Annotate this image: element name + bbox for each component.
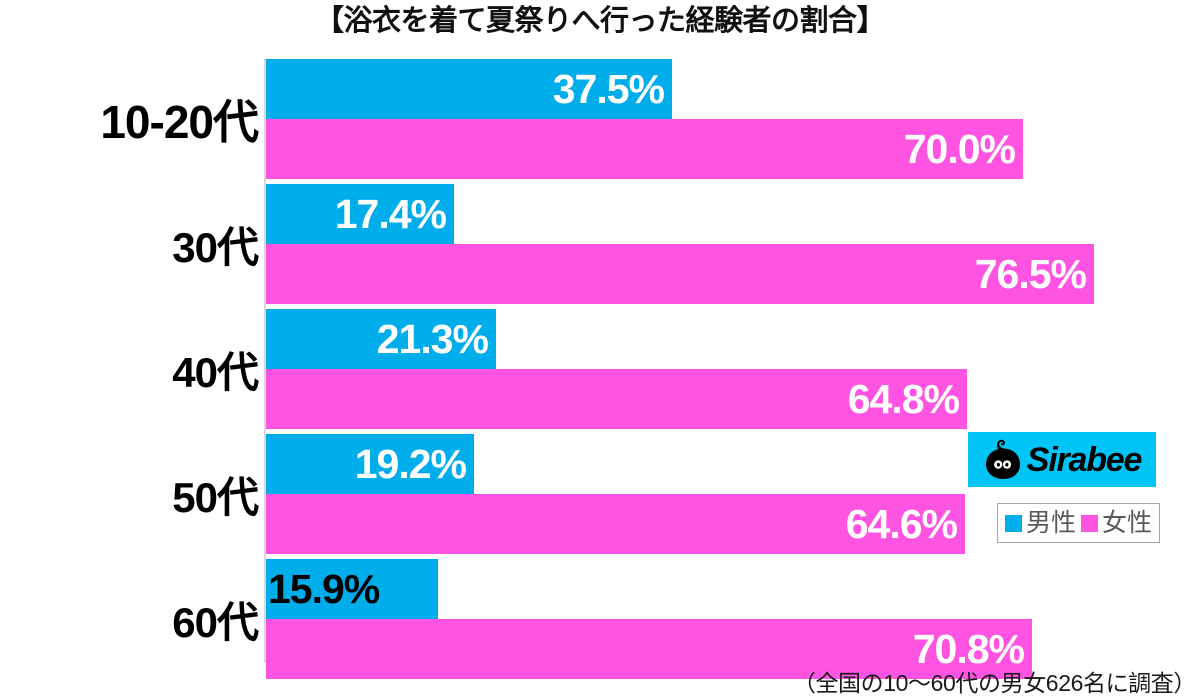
- plot-area: 10-20代 37.5% 70.0% 30代 17.4% 76.5% 40代 2…: [0, 55, 1200, 679]
- bar-male[interactable]: 17.4%: [266, 184, 454, 244]
- bar-male[interactable]: 37.5%: [266, 59, 672, 119]
- survey-footnote: （全国の10〜60代の男女626名に調査）: [792, 670, 1197, 696]
- bar-female[interactable]: 64.8%: [266, 369, 967, 429]
- bar-female[interactable]: 70.8%: [266, 619, 1032, 679]
- y-axis-line: [264, 59, 266, 663]
- chart-legend: 男性 女性: [997, 503, 1161, 543]
- bar-group: 60代 15.9% 70.8%: [0, 559, 1200, 679]
- bar-value-male: 37.5%: [552, 66, 665, 112]
- bar-fill-male: [266, 59, 672, 119]
- bar-fill-female: [266, 369, 967, 429]
- sirabee-bird-icon: [983, 439, 1023, 481]
- bar-value-female: 70.0%: [903, 126, 1016, 172]
- bar-fill-female: [266, 119, 1023, 179]
- category-label: 60代: [172, 598, 259, 646]
- legend-label-female: 女性: [1102, 508, 1153, 537]
- legend-swatch-male: [1005, 514, 1022, 532]
- category-label: 30代: [172, 223, 259, 271]
- bar-value-female: 70.8%: [912, 626, 1025, 672]
- legend-swatch-female: [1081, 514, 1099, 532]
- chart-title: 【浴衣を着て夏祭りへ行った経験者の割合】: [314, 5, 886, 37]
- bar-value-female: 64.6%: [845, 501, 958, 547]
- bar-female[interactable]: 64.6%: [266, 494, 965, 554]
- bar-value-female: 76.5%: [974, 251, 1087, 297]
- bar-fill-male: [266, 559, 438, 619]
- bar-value-male: 15.9%: [268, 566, 380, 612]
- bar-fill-female: [266, 619, 1032, 679]
- sirabee-logo: Sirabee: [968, 432, 1156, 487]
- bar-value-male: 19.2%: [354, 441, 467, 487]
- bar-fill-male: [266, 309, 496, 369]
- bar-value-male: 17.4%: [334, 191, 447, 237]
- bar-female[interactable]: 70.0%: [266, 119, 1023, 179]
- bar-group: 10-20代 37.5% 70.0%: [0, 59, 1200, 179]
- bar-fill-male: [266, 184, 454, 244]
- bar-fill-female: [266, 494, 965, 554]
- bar-value-female: 64.8%: [847, 376, 960, 422]
- legend-label-male: 男性: [1026, 508, 1077, 537]
- bar-fill-female: [266, 244, 1094, 304]
- legend-item-male[interactable]: 男性: [1005, 508, 1077, 537]
- bar-group: 30代 17.4% 76.5%: [0, 184, 1200, 304]
- category-label: 40代: [172, 348, 259, 396]
- bar-value-male: 21.3%: [376, 316, 489, 362]
- bar-male[interactable]: 15.9%: [266, 559, 438, 619]
- category-label: 10-20代: [100, 96, 259, 148]
- bar-male[interactable]: 21.3%: [266, 309, 496, 369]
- category-label: 50代: [172, 473, 259, 521]
- bar-female[interactable]: 76.5%: [266, 244, 1094, 304]
- bar-group: 40代 21.3% 64.8%: [0, 309, 1200, 429]
- bar-group: 50代 19.2% 64.6%: [0, 434, 1200, 554]
- legend-item-female[interactable]: 女性: [1081, 508, 1153, 537]
- bar-fill-male: [266, 434, 474, 494]
- sirabee-wordmark: Sirabee: [1026, 440, 1143, 479]
- bar-male[interactable]: 19.2%: [266, 434, 474, 494]
